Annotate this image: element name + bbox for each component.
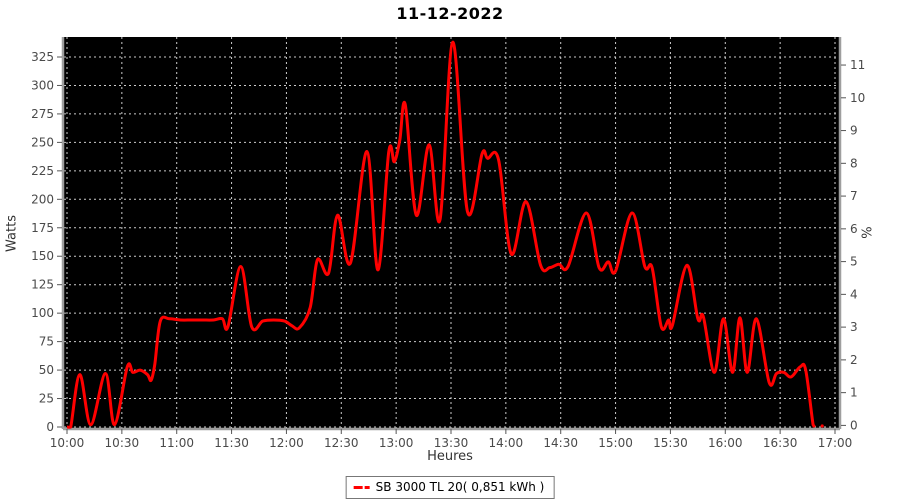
chart-plot: 0255075100125150175200225250275300325012… [31,37,865,450]
x-tick-label: 14:30 [543,436,578,450]
x-tick-label: 10:30 [105,436,140,450]
gridlines [64,37,839,429]
x-tick-label: 11:30 [214,436,249,450]
y-left-tick-label: 300 [31,78,54,92]
x-tick-label: 16:30 [763,436,798,450]
y-left-tick-label: 225 [31,164,54,178]
y-axis-title-left: Watts [4,215,20,252]
legend-line-swatch-icon [353,485,370,489]
y-right-tick-label: 4 [850,287,858,301]
y-left-tick-label: 150 [31,249,54,263]
y-left-tick-label: 325 [31,50,54,64]
y-right-tick-label: 7 [850,189,858,203]
y-left-tick-label: 75 [39,335,54,349]
y-right-tick-label: 9 [850,124,858,138]
series-line [66,40,817,429]
x-tick-label: 15:00 [598,436,633,450]
y-right-tick-label: 5 [850,255,858,269]
legend-label: SB 3000 TL 20( 0,851 kWh ) [375,480,545,494]
y-right-tick-label: 3 [850,320,858,334]
y-right-tick-label: 8 [850,156,858,170]
x-tick-label: 10:00 [50,436,85,450]
x-axis-title: Heures [427,449,473,464]
y-left-tick-label: 25 [39,392,54,406]
y-left-tick-label: 175 [31,221,54,235]
tick-marks [57,56,846,434]
y-right-tick-label: 11 [850,58,865,72]
legend: SB 3000 TL 20( 0,851 kWh ) [345,476,555,499]
y-left-tick-label: 100 [31,306,54,320]
x-tick-label: 12:00 [269,436,304,450]
y-right-tick-label: 10 [850,91,865,105]
y-right-tick-label: 6 [850,222,858,236]
series-isolated-point [820,424,824,428]
x-tick-label: 13:30 [434,436,469,450]
y-left-tick-label: 50 [39,363,54,377]
x-tick-label: 11:00 [159,436,194,450]
y-left-tick-label: 275 [31,107,54,121]
y-right-tick-label: 1 [850,386,858,400]
chart-title: 11-12-2022 [396,4,504,23]
y-axis-title-right: % [860,226,876,239]
x-tick-label: 14:00 [489,436,524,450]
x-tick-label: 17:00 [818,436,853,450]
y-left-tick-label: 0 [46,420,54,434]
y-right-tick-label: 2 [850,353,858,367]
x-tick-label: 16:00 [708,436,743,450]
x-tick-label: 15:30 [653,436,688,450]
tick-labels: 0255075100125150175200225250275300325012… [31,50,865,450]
x-tick-label: 13:00 [379,436,414,450]
x-tick-label: 12:30 [324,436,359,450]
y-right-tick-label: 0 [850,418,858,432]
y-left-tick-label: 125 [31,278,54,292]
y-left-tick-label: 250 [31,135,54,149]
y-left-tick-label: 200 [31,192,54,206]
